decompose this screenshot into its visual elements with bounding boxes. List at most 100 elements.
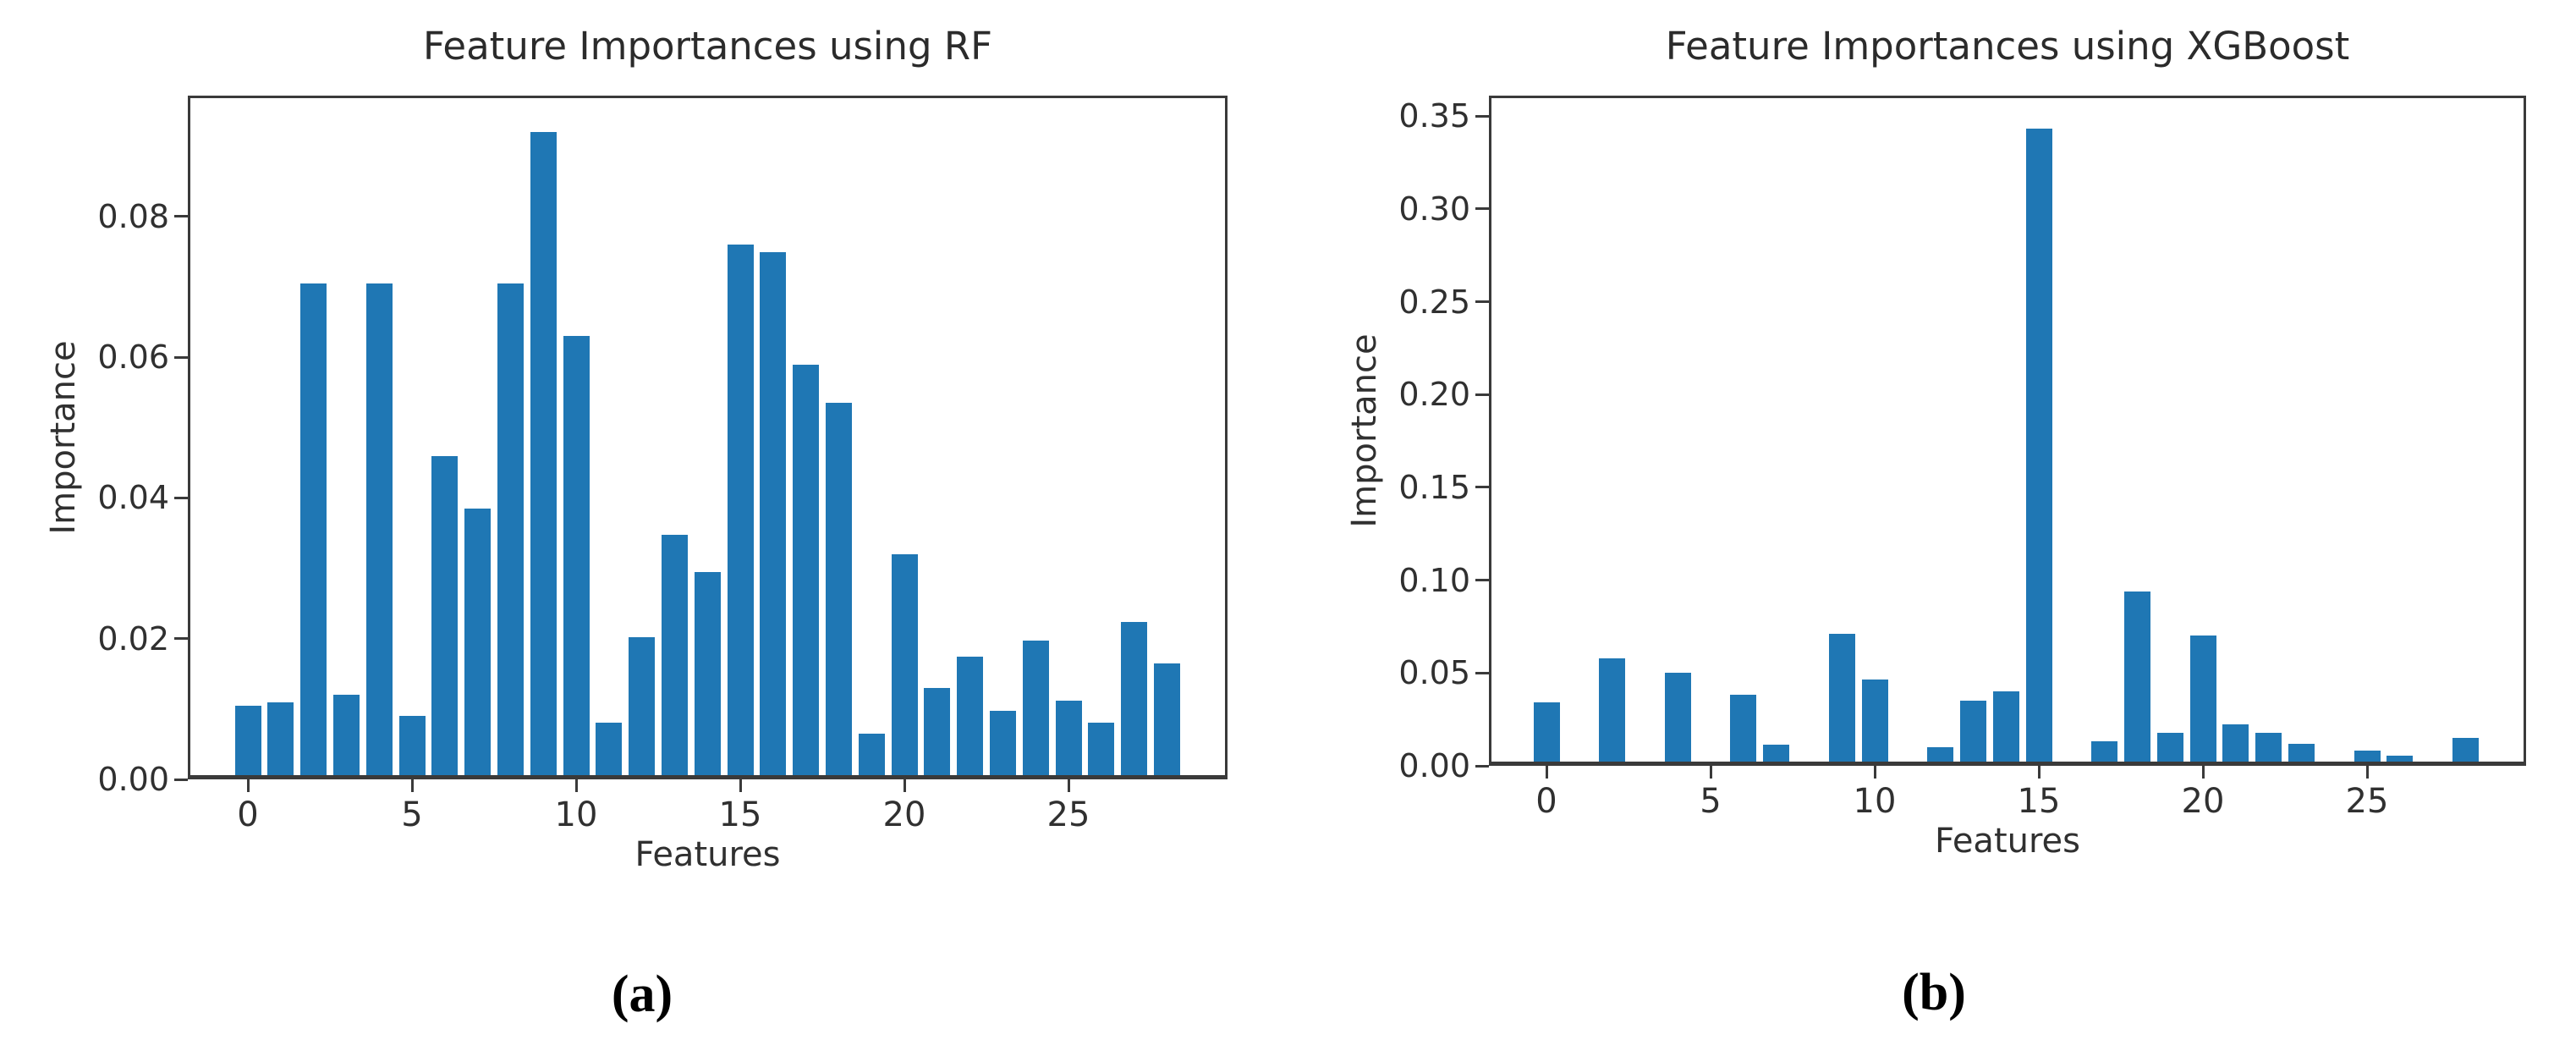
bar-feature-4: [365, 283, 393, 779]
x-tick-label: 15: [718, 795, 762, 834]
y-tick-label: 0.25: [1398, 283, 1470, 321]
x-tick-mark: [246, 779, 250, 792]
panel-label-a: (a): [611, 966, 673, 1023]
rf-x-axis-label: Features: [634, 835, 781, 874]
x-tick-mark: [410, 779, 414, 792]
y-tick-mark: [174, 355, 188, 359]
x-tick-mark: [2365, 766, 2369, 779]
y-tick-label: 0.05: [1398, 654, 1470, 692]
x-tick-mark: [1709, 766, 1712, 779]
bar-feature-20: [891, 554, 918, 779]
bar-feature-26: [2387, 756, 2414, 766]
bar-feature-11: [596, 723, 623, 779]
y-tick-mark: [1475, 300, 1489, 304]
y-tick-mark: [174, 637, 188, 641]
x-tick-mark: [1545, 766, 1548, 779]
bar-feature-7: [1763, 745, 1790, 766]
y-tick-mark: [1475, 114, 1489, 118]
bar-feature-23: [2288, 744, 2315, 766]
y-tick-mark: [174, 496, 188, 499]
xgboost-x-axis-label: Features: [1935, 822, 2080, 861]
x-tick-label: 5: [1700, 782, 1722, 821]
plot-spines: [1489, 96, 2526, 766]
bar-feature-14: [1992, 691, 2019, 766]
y-tick-label: 0.15: [1398, 468, 1470, 506]
bar-feature-7: [464, 509, 492, 779]
x-tick-mark: [903, 779, 906, 792]
y-tick-mark: [174, 778, 188, 781]
y-tick-mark: [1475, 207, 1489, 211]
bar-feature-17: [2091, 741, 2118, 766]
bar-feature-8: [497, 283, 524, 779]
bar-feature-13: [661, 535, 688, 779]
bar-feature-26: [1088, 723, 1115, 779]
bar-feature-22: [957, 657, 984, 779]
y-tick-label: 0.20: [1398, 376, 1470, 414]
bar-feature-15: [727, 245, 754, 779]
x-tick-label: 25: [1046, 795, 1090, 834]
y-tick-mark: [1475, 579, 1489, 582]
bar-feature-4: [1664, 673, 1691, 766]
x-tick-label: 0: [1535, 782, 1557, 821]
x-tick-label: 5: [401, 795, 423, 834]
bar-feature-5: [398, 716, 426, 779]
bar-feature-28: [2452, 738, 2479, 766]
x-tick-label: 10: [1853, 782, 1897, 821]
y-tick-mark: [1475, 393, 1489, 396]
y-tick-label: 0.00: [97, 761, 169, 798]
rf-plot-area: Feature Importances using RF Importance …: [44, 25, 1228, 874]
rf-chart-title: Feature Importances using RF: [423, 24, 992, 69]
bar-feature-3: [332, 695, 360, 779]
bar-feature-17: [793, 365, 820, 779]
bar-feature-14: [694, 572, 721, 779]
bar-feature-15: [2025, 129, 2052, 766]
bar-feature-12: [629, 637, 656, 779]
y-tick-mark: [1475, 671, 1489, 674]
bar-feature-28: [1153, 663, 1180, 779]
y-tick-label: 0.30: [1398, 190, 1470, 228]
y-tick-label: 0.10: [1398, 561, 1470, 599]
bar-feature-0: [1533, 702, 1560, 766]
bar-feature-0: [234, 706, 261, 779]
bar-feature-19: [2156, 733, 2183, 766]
bar-feature-21: [924, 688, 951, 779]
bar-feature-1: [267, 702, 294, 779]
bar-feature-18: [825, 403, 852, 779]
y-tick-mark: [1475, 486, 1489, 489]
x-tick-mark: [2037, 766, 2040, 779]
x-tick-mark: [739, 779, 742, 792]
xgboost-plot-area: Feature Importances using XGBoost Import…: [1345, 25, 2526, 861]
x-tick-label: 0: [237, 795, 259, 834]
bar-feature-19: [858, 734, 885, 779]
bar-feature-10: [1861, 680, 1888, 766]
bar-feature-2: [1599, 658, 1626, 766]
bar-feature-6: [1730, 695, 1757, 766]
x-tick-label: 25: [2345, 782, 2389, 821]
bar-feature-12: [1927, 747, 1954, 766]
y-tick-label: 0.02: [97, 619, 169, 658]
x-tick-label: 10: [554, 795, 598, 834]
bar-feature-27: [1121, 622, 1148, 779]
xgboost-chart-title: Feature Importances using XGBoost: [1665, 24, 2350, 69]
bar-feature-16: [760, 252, 787, 779]
bar-feature-24: [1022, 641, 1049, 779]
bar-feature-20: [2189, 636, 2216, 766]
bar-feature-9: [1828, 634, 1855, 766]
x-tick-mark: [2201, 766, 2205, 779]
bar-feature-23: [989, 711, 1016, 779]
bar-feature-25: [2354, 751, 2381, 766]
y-tick-mark: [1475, 764, 1489, 768]
bar-feature-21: [2222, 724, 2249, 766]
x-tick-label: 20: [882, 795, 926, 834]
bar-feature-10: [563, 336, 590, 779]
bar-feature-6: [431, 456, 459, 779]
y-tick-label: 0.35: [1398, 97, 1470, 135]
x-tick-mark: [574, 779, 578, 792]
panel-label-b: (b): [1902, 964, 1966, 1021]
y-tick-label: 0.00: [1398, 747, 1470, 784]
bar-feature-9: [530, 132, 557, 779]
bar-feature-27: [2419, 762, 2447, 766]
y-tick-label: 0.06: [97, 338, 169, 377]
bar-feature-25: [1055, 701, 1082, 779]
x-tick-mark: [1873, 766, 1876, 779]
